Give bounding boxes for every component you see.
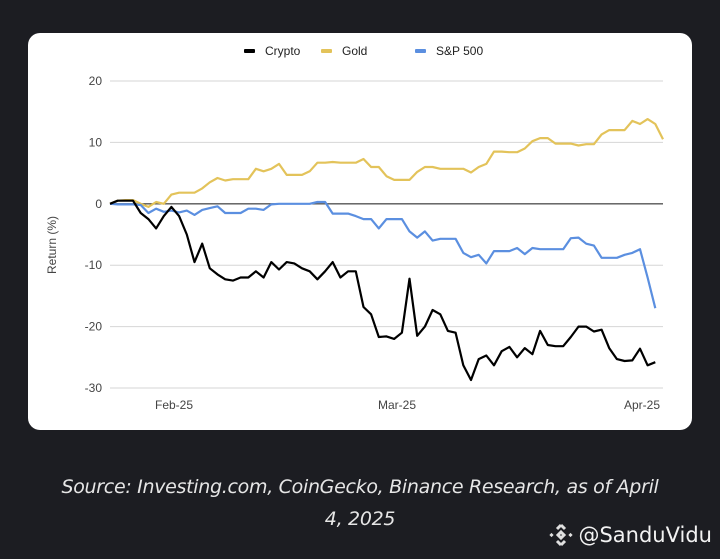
y-tick-label: -10: [85, 258, 103, 272]
watermark: @SanduVidu: [548, 522, 712, 548]
y-tick-label: -20: [85, 320, 103, 334]
x-tick-label: Apr-25: [624, 398, 660, 412]
y-axis-label: Return (%): [45, 216, 59, 274]
watermark-handle: @SanduVidu: [578, 523, 712, 547]
y-tick-label: -30: [85, 381, 103, 395]
series-line-s-p-500: [109, 200, 657, 309]
x-axis-ticks: Feb-25 Mar-25 Apr-25: [155, 398, 660, 412]
legend-swatch: [415, 49, 426, 53]
chart-card: 20 10 0 -10 -20 -30 Feb-25 Mar-25 Apr-25 Return…: [28, 33, 692, 430]
series-line-gold: [109, 117, 664, 208]
legend-label: Gold: [342, 44, 367, 58]
source-caption-line-1: Source: Investing.com, CoinGecko, Binanc…: [61, 476, 659, 498]
legend: Crypto Gold S&P 500: [244, 44, 483, 58]
series-line-crypto: [109, 199, 656, 382]
y-tick-label: 20: [89, 74, 103, 88]
x-tick-label: Feb-25: [155, 398, 193, 412]
x-tick-label: Mar-25: [378, 398, 416, 412]
y-axis-ticks: 20 10 0 -10 -20 -30: [85, 74, 103, 395]
line-chart: 20 10 0 -10 -20 -30 Feb-25 Mar-25 Apr-25 Return…: [45, 44, 664, 412]
source-caption-line-2: 4, 2025: [324, 508, 396, 530]
legend-label: S&P 500: [436, 44, 483, 58]
binance-diamond-icon: [549, 523, 574, 547]
series-lines: [109, 117, 664, 382]
y-tick-label: 0: [95, 197, 102, 211]
y-tick-label: 10: [89, 135, 103, 149]
legend-swatch: [244, 49, 255, 53]
gridlines: [110, 80, 663, 389]
legend-label: Crypto: [265, 44, 301, 58]
legend-swatch: [321, 49, 332, 53]
